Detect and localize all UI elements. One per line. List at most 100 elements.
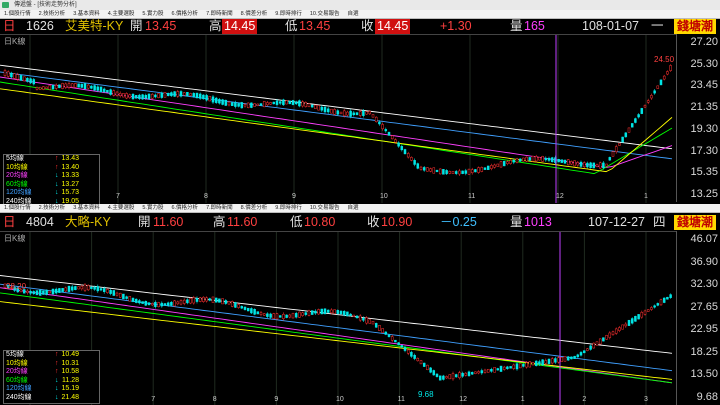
candle bbox=[346, 311, 349, 317]
candle bbox=[22, 289, 26, 294]
candle bbox=[118, 93, 122, 97]
candle bbox=[669, 65, 672, 71]
candle bbox=[506, 161, 509, 165]
stock-name[interactable]: 艾美特-KY bbox=[65, 19, 124, 33]
candle bbox=[16, 287, 20, 293]
candle bbox=[634, 315, 637, 322]
candle bbox=[166, 302, 170, 306]
candle bbox=[534, 156, 538, 162]
candle bbox=[410, 351, 413, 357]
candle bbox=[493, 367, 496, 373]
candlestick-chart-bottom[interactable]: 日K線 5678910111212328.209.68 bbox=[0, 231, 676, 405]
period-tag[interactable]: 日 bbox=[3, 19, 16, 33]
menu-item[interactable]: 2.技術分析 bbox=[38, 11, 66, 17]
candle bbox=[202, 296, 205, 302]
arrow-down-icon: ↓ bbox=[55, 393, 59, 401]
candle bbox=[384, 331, 388, 335]
candle bbox=[227, 301, 231, 305]
candle bbox=[560, 357, 564, 362]
menu-item[interactable]: 10.交易報告 bbox=[309, 205, 340, 211]
stock-code[interactable]: 1626 bbox=[26, 19, 54, 33]
menu-item[interactable]: 9.即時排行 bbox=[275, 205, 302, 211]
brand-badge: 錢塘潮 bbox=[674, 19, 717, 34]
menu-item[interactable]: 9.即時排行 bbox=[275, 11, 302, 17]
candle bbox=[582, 350, 586, 354]
menu-item[interactable]: 4.主要選股 bbox=[107, 11, 135, 17]
menu-item[interactable]: 8.價差分析 bbox=[240, 205, 268, 211]
candle bbox=[38, 289, 42, 296]
menu-item[interactable]: 自選 bbox=[347, 11, 359, 17]
menu-item[interactable]: 7.即時新聞 bbox=[206, 11, 233, 17]
candle bbox=[320, 308, 324, 315]
candle bbox=[666, 71, 669, 75]
menu-item[interactable]: 4.主要選股 bbox=[107, 205, 135, 211]
candle bbox=[54, 84, 58, 89]
month-label: 3 bbox=[644, 396, 648, 403]
menu-item[interactable]: 1.個股行情 bbox=[4, 11, 31, 17]
candle bbox=[608, 332, 612, 338]
candle bbox=[253, 308, 256, 315]
menu-item[interactable]: 6.價格分析 bbox=[171, 11, 199, 17]
candle bbox=[307, 103, 311, 108]
chart-canvas bbox=[0, 35, 673, 203]
stock-name[interactable]: 大略-KY bbox=[65, 215, 111, 229]
candle bbox=[253, 103, 256, 107]
menu-item[interactable]: 5.實力股 bbox=[142, 205, 164, 211]
open-value: 11.60 bbox=[153, 215, 184, 229]
candle bbox=[317, 309, 320, 315]
ma-legend-top: 5均線 ↑ 13.43 10均線 ↑ 13.40 20均線 ↓ 13.33 60均線 ↓ 13.27 1… bbox=[3, 154, 100, 208]
candle bbox=[413, 160, 416, 165]
menu-item[interactable]: 7.即時新聞 bbox=[206, 205, 233, 211]
menu-item[interactable]: 6.價格分析 bbox=[171, 205, 199, 211]
month-label: 11 bbox=[397, 396, 405, 403]
menu-item[interactable]: 3.基本資料 bbox=[73, 205, 100, 211]
menu-bar-top: 1.個股行情 2.技術分析 3.基本資料 4.主要選股 5.實力股 6.價格分析 7.即時新… bbox=[0, 10, 720, 19]
ma-row: 240均線 ↓ 19.05 bbox=[4, 198, 99, 207]
ma-label: 240均線 bbox=[6, 197, 32, 205]
change-value: +1.30 bbox=[440, 19, 472, 33]
menu-item[interactable]: 2.技術分析 bbox=[38, 205, 66, 211]
candle bbox=[643, 105, 647, 108]
menu-item[interactable]: 5.實力股 bbox=[142, 11, 164, 17]
menu-item[interactable]: 10.交易報告 bbox=[309, 11, 340, 17]
candle bbox=[432, 167, 436, 174]
candle bbox=[538, 157, 541, 161]
candle bbox=[326, 108, 330, 113]
ma-line bbox=[0, 287, 673, 384]
candle bbox=[218, 298, 221, 303]
candle bbox=[109, 89, 112, 95]
menu-item[interactable]: 8.價差分析 bbox=[240, 11, 268, 17]
candle bbox=[435, 169, 439, 173]
candle bbox=[237, 304, 240, 308]
candlestick-chart-top[interactable]: 日K線 6789101112124.50 bbox=[0, 34, 676, 203]
candle bbox=[474, 371, 477, 374]
menu-item[interactable]: 自選 bbox=[347, 205, 359, 211]
candle bbox=[278, 101, 282, 104]
candle bbox=[35, 290, 39, 296]
period-tag[interactable]: 日 bbox=[3, 215, 16, 229]
candle bbox=[339, 310, 343, 315]
candle bbox=[163, 92, 167, 98]
candle bbox=[275, 100, 279, 105]
candle bbox=[483, 167, 487, 170]
stock-code[interactable]: 4804 bbox=[26, 215, 54, 229]
candle bbox=[544, 157, 548, 161]
candle bbox=[605, 335, 608, 340]
candle bbox=[170, 301, 173, 306]
start-price-label: 28.20 bbox=[6, 282, 27, 291]
candle bbox=[614, 146, 618, 153]
candle bbox=[566, 159, 570, 166]
peak-price-label: 24.50 bbox=[654, 55, 675, 64]
menu-item[interactable]: 3.基本資料 bbox=[73, 11, 100, 17]
candle bbox=[317, 105, 320, 111]
arrow-up-icon: ↑ bbox=[55, 359, 59, 367]
candle bbox=[58, 84, 61, 89]
candle bbox=[435, 373, 439, 377]
candle bbox=[355, 315, 359, 319]
candle bbox=[134, 95, 138, 99]
candle bbox=[32, 79, 36, 85]
candle bbox=[19, 289, 23, 293]
menu-item[interactable]: 1.個股行情 bbox=[4, 205, 31, 211]
candle bbox=[195, 298, 199, 302]
candle bbox=[371, 114, 375, 118]
